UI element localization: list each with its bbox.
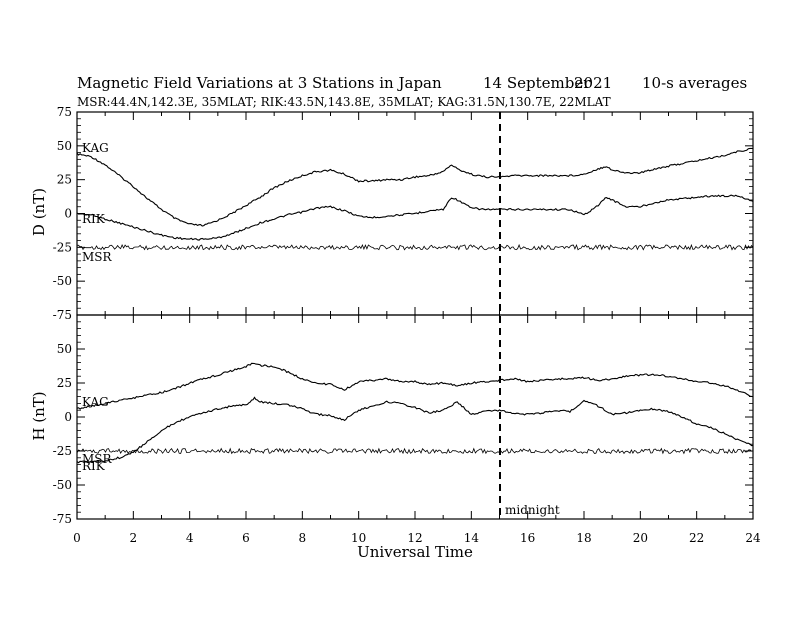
x-axis-title: Universal Time (357, 543, 473, 561)
h-panel-ylabel: H (nT) (30, 391, 48, 440)
d-ytick-label: 0 (64, 207, 72, 221)
xtick-label: 6 (242, 531, 250, 545)
xtick-label: 22 (689, 531, 704, 545)
d-series-label-kag: KAG (82, 141, 109, 155)
h-series-kag-line (76, 362, 754, 410)
chart-date: 14 September (483, 74, 591, 92)
d-series-kag-line (76, 147, 754, 227)
chart-title: Magnetic Field Variations at 3 Stations … (77, 74, 442, 92)
h-ytick-label: 25 (57, 376, 72, 390)
xtick-label: 12 (407, 531, 422, 545)
d-series-rik-line (76, 194, 754, 241)
chart-year: 2021 (574, 74, 612, 92)
xtick-label: 24 (745, 531, 761, 545)
midnight-label: midnight (505, 503, 560, 517)
h-series-label-rik: RIK (82, 459, 106, 473)
xtick-label: 0 (73, 531, 81, 545)
h-panel-frame (76, 314, 754, 520)
h-ytick-label: -50 (53, 478, 72, 492)
d-ytick-label: 75 (57, 105, 72, 119)
d-ytick-label: 25 (57, 173, 72, 187)
d-ytick-label: 50 (57, 139, 72, 153)
d-series-msr-line (76, 243, 754, 251)
plot-layer (76, 147, 754, 464)
h-ytick-label: 0 (64, 410, 72, 424)
d-ytick-label: -25 (53, 240, 72, 254)
xtick-label: 16 (520, 531, 535, 545)
xtick-label: 10 (351, 531, 366, 545)
h-series-label-msr: MSR (82, 452, 113, 466)
h-series-label-kag: KAG (82, 395, 109, 409)
xtick-label: 14 (464, 531, 480, 545)
h-ytick-label: 50 (57, 342, 72, 356)
xtick-label: 18 (576, 531, 591, 545)
d-series-label-rik: RIK (82, 212, 106, 226)
xtick-label: 4 (186, 531, 194, 545)
h-series-rik-line (76, 396, 753, 464)
h-series-msr-line (76, 447, 754, 455)
chart-averaging: 10-s averages (642, 74, 747, 92)
h-ytick-label: -25 (53, 444, 72, 458)
d-series-label-msr: MSR (82, 250, 113, 264)
xtick-label: 2 (130, 531, 138, 545)
d-ytick-label: -75 (53, 308, 72, 322)
h-ytick-label: -75 (53, 512, 72, 526)
xtick-label: 8 (299, 531, 307, 545)
xtick-label: 20 (633, 531, 648, 545)
d-panel-ylabel: D (nT) (30, 188, 48, 236)
stations-line: MSR:44.4N,142.3E, 35MLAT; RIK:43.5N,143.… (77, 95, 611, 109)
d-ytick-label: -50 (53, 274, 72, 288)
